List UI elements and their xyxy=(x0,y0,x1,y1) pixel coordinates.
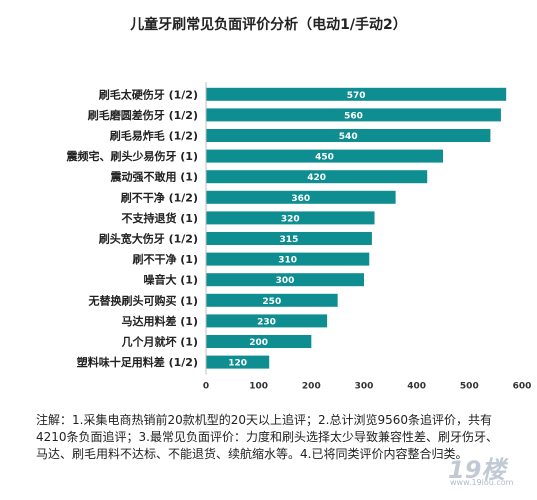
bar xyxy=(206,87,507,101)
x-tick-label: 300 xyxy=(355,381,374,391)
bar-value-label: 560 xyxy=(344,111,363,121)
category-label: 不支持退货 (1) xyxy=(121,211,198,225)
bar xyxy=(206,335,312,348)
bar xyxy=(206,355,270,369)
bar-value-label: 230 xyxy=(257,317,276,327)
bar-value-label: 250 xyxy=(262,297,281,307)
category-label: 震动强不敢用 (1) xyxy=(109,170,198,184)
bar-value-label: 420 xyxy=(307,173,326,183)
bar-value-label: 200 xyxy=(249,338,268,348)
bar xyxy=(206,149,443,163)
category-labels-group: 刷毛太硬伤牙 (1/2) 刷毛磨圆差伤牙 (1/2) 刷毛易炸毛 (1/2) 震频宅、… xyxy=(65,87,198,369)
category-label: 无替换刷头可购买 (1) xyxy=(87,293,198,307)
bar-value-label: 300 xyxy=(276,276,295,286)
bar-chart: 570 560 540 450 420 360 320 315 310 300 250 230 200 1… xyxy=(65,82,532,391)
x-tick-label: 200 xyxy=(302,381,321,391)
category-label: 几个月就坏 (1) xyxy=(121,335,198,349)
x-tick-label: 500 xyxy=(460,381,479,391)
bar xyxy=(206,190,396,204)
x-tick-label: 0 xyxy=(203,381,209,391)
category-label: 震频宅、刷头少易伤牙 (1) xyxy=(65,149,198,163)
watermark-url: www.19lou.com xyxy=(450,478,514,487)
bar xyxy=(206,314,328,328)
bar xyxy=(206,108,501,122)
bar xyxy=(206,293,338,307)
category-label: 刷头宽大伤牙 (1/2) xyxy=(99,232,198,246)
bar xyxy=(206,232,372,245)
bar-value-label: 540 xyxy=(339,132,358,142)
category-label: 刷毛太硬伤牙 (1/2) xyxy=(99,87,198,101)
bar-value-label: 570 xyxy=(347,91,366,101)
x-tick-label: 400 xyxy=(407,381,426,391)
bar xyxy=(206,129,491,142)
bar-value-label: 120 xyxy=(228,359,247,369)
bar-value-label: 360 xyxy=(291,194,310,204)
bar xyxy=(206,252,370,266)
x-tick-label: 600 xyxy=(513,381,532,391)
category-label: 马达用料差 (1) xyxy=(121,314,198,328)
bar xyxy=(206,170,428,184)
x-axis: 0 100 200 300 400 500 600 xyxy=(203,82,532,391)
bar-value-label: 315 xyxy=(280,235,299,245)
footnote: 注解：1.采集电商热销前20款机型的20天以上追评；2.总计浏览9560条追评价… xyxy=(36,413,498,461)
x-tick-label: 100 xyxy=(249,381,268,391)
category-label: 噪音大 (1) xyxy=(143,273,198,287)
bar xyxy=(206,211,375,225)
category-label: 刷不干净 (1) xyxy=(132,252,198,266)
category-label: 刷毛磨圆差伤牙 (1/2) xyxy=(88,108,198,122)
watermark-logo: 19楼 www.19lou.com xyxy=(440,448,520,488)
category-label: 刷毛易炸毛 (1/2) xyxy=(110,129,198,143)
bars-group: 570 560 540 450 420 360 320 315 310 300 250 230 200 1… xyxy=(206,87,507,369)
watermark-logo-text: 19楼 xyxy=(448,456,506,484)
bar-value-label: 450 xyxy=(315,153,334,163)
bar-value-label: 320 xyxy=(281,214,300,224)
bar-value-label: 310 xyxy=(278,256,297,266)
category-label: 刷不干净 (1/2) xyxy=(121,190,198,204)
category-label: 塑料味十足用料差 (1/2) xyxy=(77,355,198,369)
chart-title: 儿童牙刷常见负面评价分析（电动1/手动2） xyxy=(130,17,407,33)
bar xyxy=(206,273,364,287)
